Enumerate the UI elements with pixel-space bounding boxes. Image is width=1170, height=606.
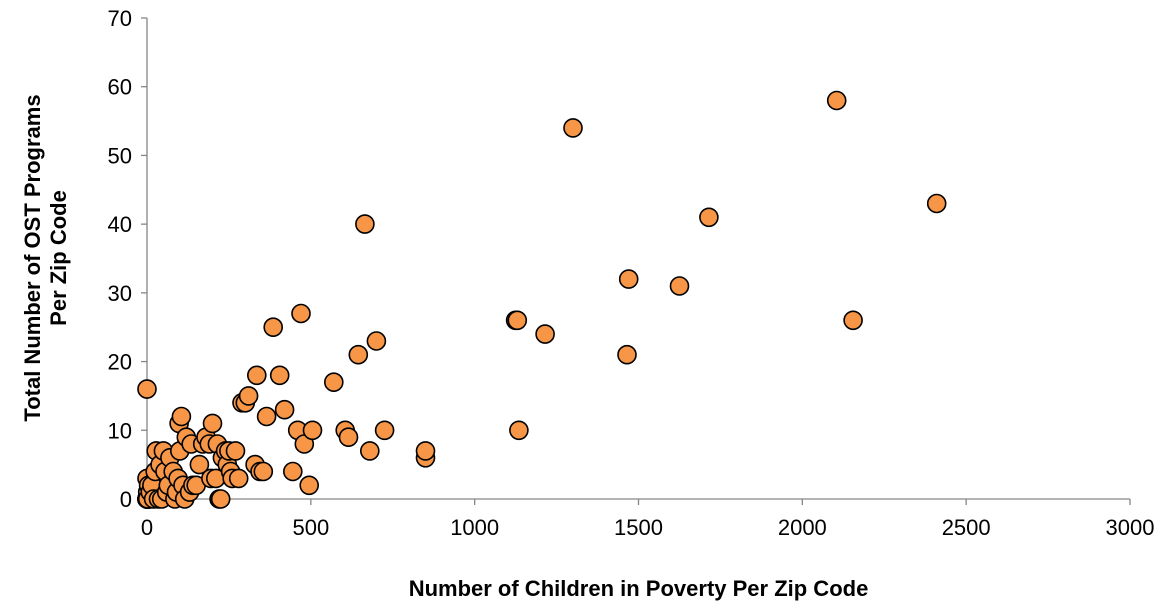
x-ticks: 0 500 1000 1500 2000 2500 3000 xyxy=(141,499,1155,540)
x-tick-label: 2000 xyxy=(778,515,827,540)
y-ticks: 0 10 20 30 40 50 60 70 xyxy=(108,6,147,512)
data-point xyxy=(274,399,295,420)
data-point xyxy=(355,214,375,234)
data-point xyxy=(699,207,719,228)
x-tick-label: 2500 xyxy=(942,515,991,540)
data-point xyxy=(282,461,303,482)
x-axis-title: Number of Children in Poverty Per Zip Co… xyxy=(409,576,869,601)
y-axis-title-line-2: Per Zip Code xyxy=(46,190,71,326)
data-point xyxy=(228,468,249,489)
data-point xyxy=(509,420,529,441)
data-point xyxy=(366,331,387,351)
data-point xyxy=(302,420,323,441)
data-point xyxy=(225,441,246,461)
data-point xyxy=(137,379,157,399)
data-point xyxy=(359,441,380,461)
y-tick-label: 10 xyxy=(108,418,132,443)
data-point xyxy=(263,317,284,338)
data-point xyxy=(299,475,320,496)
data-point xyxy=(843,310,863,331)
y-tick-label: 30 xyxy=(108,281,132,306)
data-point xyxy=(323,372,344,393)
y-tick-label: 50 xyxy=(108,143,132,168)
data-point xyxy=(563,118,583,138)
x-tick-label: 0 xyxy=(141,515,153,540)
data-point xyxy=(210,489,231,509)
data-point xyxy=(189,454,210,475)
data-point xyxy=(348,344,369,365)
data-point xyxy=(256,406,277,427)
y-tick-label: 0 xyxy=(120,487,132,512)
data-point xyxy=(338,427,359,448)
data-point xyxy=(253,461,274,482)
data-point xyxy=(617,344,637,365)
y-axis-title-line-1: Total Number of OST Programs xyxy=(20,94,45,421)
data-point xyxy=(246,365,267,386)
y-tick-label: 20 xyxy=(108,350,132,375)
data-point xyxy=(269,365,290,386)
data-point xyxy=(202,413,223,434)
data-point xyxy=(171,406,192,427)
data-point xyxy=(291,303,311,324)
x-tick-label: 3000 xyxy=(1106,515,1155,540)
data-point xyxy=(669,276,690,296)
data-point xyxy=(374,420,395,441)
data-point xyxy=(535,324,555,344)
x-tick-label: 1000 xyxy=(450,515,499,540)
x-tick-label: 1500 xyxy=(614,515,663,540)
y-axis-title: Total Number of OST Programs Per Zip Cod… xyxy=(20,94,71,421)
data-point xyxy=(926,193,947,214)
data-points xyxy=(137,90,947,509)
data-point xyxy=(507,310,528,331)
data-point xyxy=(826,90,847,111)
data-point xyxy=(618,269,639,289)
x-tick-label: 500 xyxy=(292,515,329,540)
data-point xyxy=(238,386,259,406)
y-tick-label: 60 xyxy=(108,75,132,100)
data-point xyxy=(415,441,436,461)
y-tick-label: 70 xyxy=(108,6,132,31)
y-tick-label: 40 xyxy=(108,212,132,237)
